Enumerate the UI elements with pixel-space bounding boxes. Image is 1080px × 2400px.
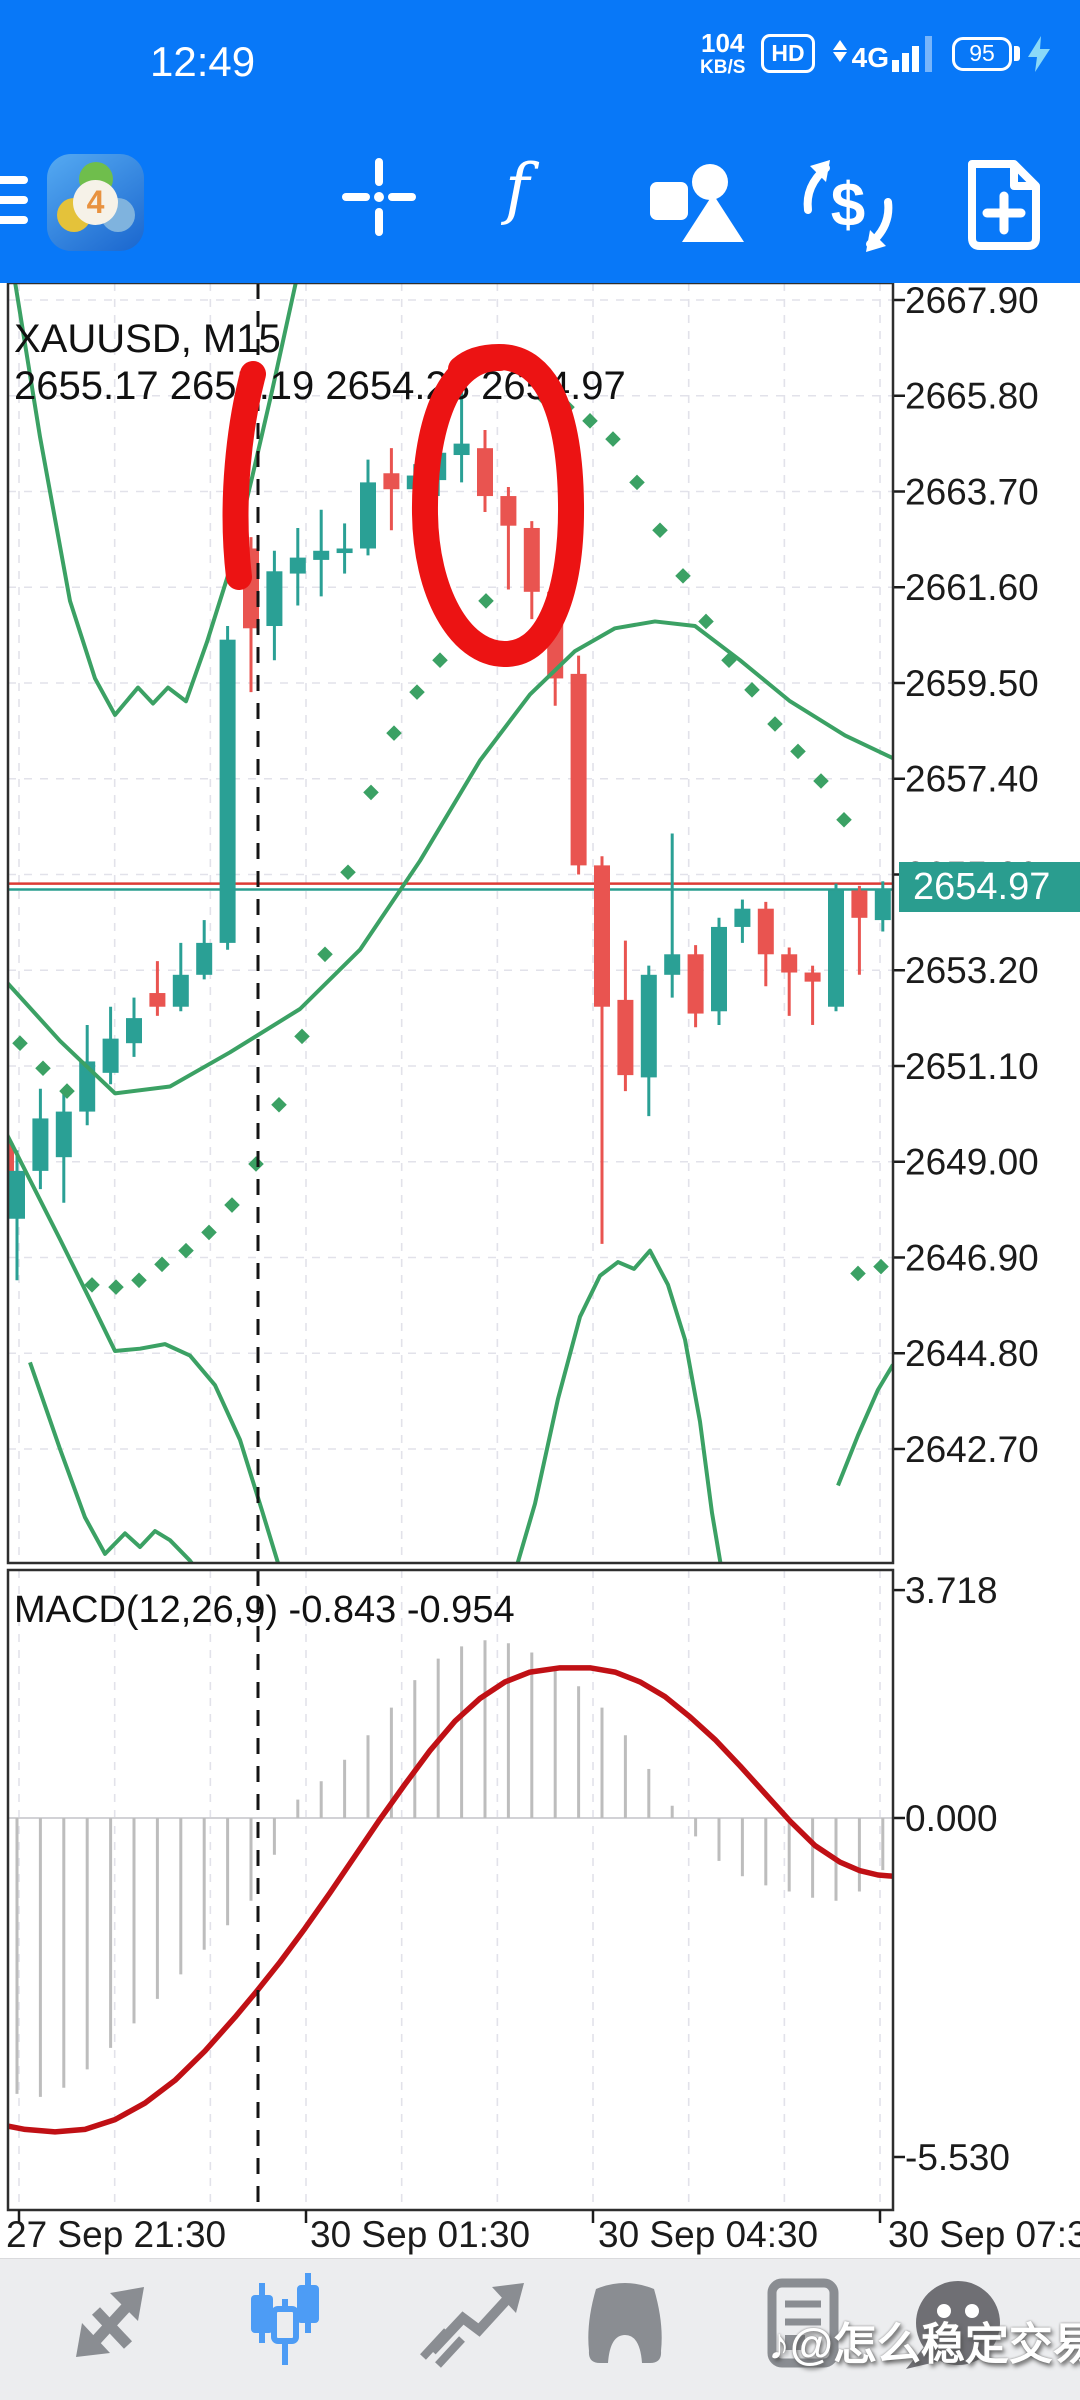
svg-text:2657.40: 2657.40	[905, 759, 1039, 800]
svg-text:2649.00: 2649.00	[905, 1142, 1039, 1183]
ohlc-values: 2655.17 2655.19 2654.23 2654.97	[14, 364, 626, 409]
menu-icon[interactable]	[0, 176, 28, 236]
price-chart[interactable]: 2667.90 2665.80 2663.70 2661.60 2659.50 2657.…	[0, 283, 1080, 2255]
nav-charts-icon[interactable]	[251, 2273, 319, 2365]
svg-text:-5.530: -5.530	[905, 2137, 1010, 2178]
objects-icon[interactable]	[648, 164, 748, 244]
hd-icon: HD	[761, 34, 815, 73]
battery-nub	[1014, 46, 1020, 61]
bottom-nav	[0, 2258, 1080, 2400]
chart-header: XAUUSD, M15 2655.17 2655.19 2654.23 2654…	[14, 316, 626, 410]
network-speed: 104 KB/S	[700, 28, 746, 78]
svg-text:30 Sep 04:30: 30 Sep 04:30	[598, 2214, 818, 2255]
updown-arrows-icon	[832, 39, 847, 62]
indicators-f-icon[interactable]: f	[505, 150, 530, 227]
nav-journal-icon[interactable]	[767, 2278, 839, 2368]
svg-text:2642.70: 2642.70	[905, 1429, 1039, 1470]
watermark-text: ♪@怎么稳定交易	[768, 2320, 1080, 2369]
nav-quotes-icon[interactable]	[76, 2287, 144, 2357]
trade-dollar-icon[interactable]: $	[800, 156, 896, 256]
svg-text:2644.80: 2644.80	[905, 1333, 1039, 1374]
svg-text:2659.50: 2659.50	[905, 663, 1039, 704]
svg-text:2653.20: 2653.20	[905, 950, 1039, 991]
svg-text:$: $	[831, 171, 865, 240]
symbol-timeframe: XAUUSD, M15	[14, 317, 281, 361]
svg-text:30 Sep 07:3: 30 Sep 07:3	[888, 2214, 1080, 2255]
crosshair-icon[interactable]	[342, 158, 416, 236]
network-type: 4G	[851, 41, 889, 73]
mt4-logo[interactable]: 4	[47, 154, 144, 251]
svg-text:2665.80: 2665.80	[905, 376, 1039, 417]
battery-icon: 95	[952, 35, 1054, 73]
svg-text:2663.70: 2663.70	[905, 471, 1039, 512]
svg-text:3.718: 3.718	[905, 1570, 998, 1611]
watermark-ghost-icon	[906, 2281, 1000, 2369]
cellular-icon: 4G	[831, 35, 936, 73]
current-price-badge: 2654.97	[899, 862, 1080, 912]
nav-history-icon[interactable]	[588, 2283, 662, 2363]
svg-text:30 Sep 01:30: 30 Sep 01:30	[310, 2214, 530, 2255]
charging-icon	[1028, 35, 1050, 72]
svg-text:27 Sep 21:30: 27 Sep 21:30	[6, 2214, 226, 2255]
signal-bars-icon	[892, 35, 932, 72]
battery-percent: 95	[969, 40, 995, 66]
svg-text:2646.90: 2646.90	[905, 1237, 1039, 1278]
logo-badge: 4	[73, 180, 118, 225]
svg-text:0.000: 0.000	[905, 1798, 998, 1839]
svg-text:2651.10: 2651.10	[905, 1046, 1039, 1087]
top-blue-bar: 12:49 104 KB/S HD 4G 95	[0, 0, 1080, 283]
nav-trade-icon[interactable]	[420, 2283, 524, 2368]
svg-text:2661.60: 2661.60	[905, 567, 1039, 608]
new-order-icon[interactable]	[962, 160, 1044, 250]
svg-text:2667.90: 2667.90	[905, 283, 1039, 321]
status-icons: 104 KB/S HD 4G 95	[700, 30, 1054, 77]
macd-label: MACD(12,26,9) -0.843 -0.954	[14, 1589, 515, 1631]
clock: 12:49	[150, 38, 256, 85]
